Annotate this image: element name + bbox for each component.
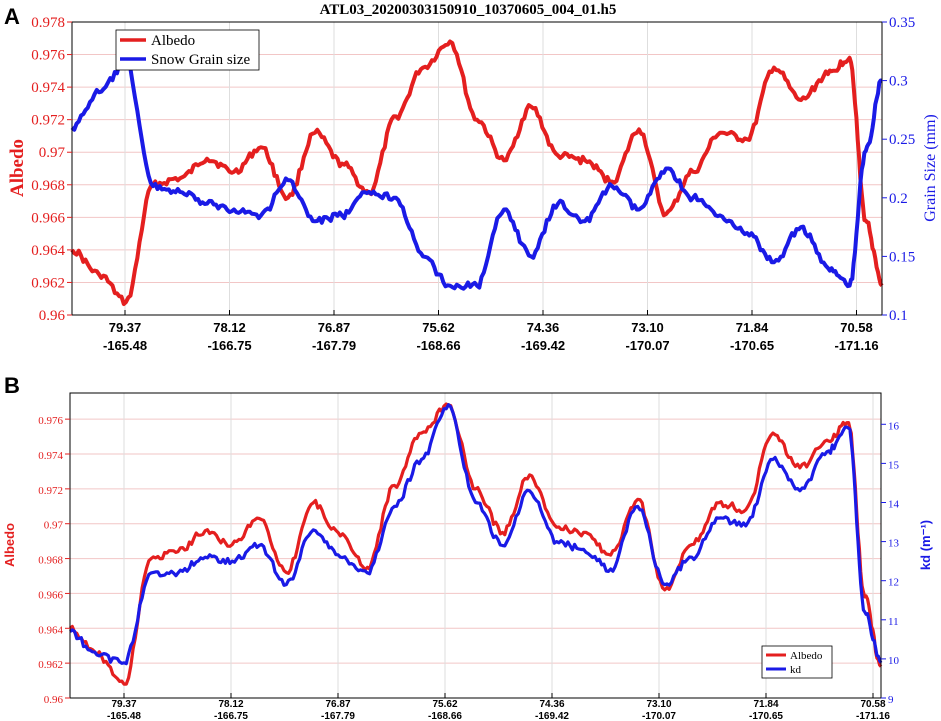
panel-a-left-tick-label: 0.974	[31, 80, 65, 96]
panel-a-x-tick-lon: -168.66	[416, 338, 460, 353]
panel-a-x-tick-lon: -170.07	[625, 338, 669, 353]
panel-b-left-tick-label: 0.96	[44, 694, 64, 706]
panel-b-series	[69, 402, 883, 686]
panel-b-series-kd	[69, 403, 883, 666]
panel-b-right-ticks: 16 15 14 13 12 11 10 9	[881, 420, 900, 706]
panel-a-y-left-label: Albedo	[7, 139, 28, 197]
panel-a-legend: Albedo Snow Grain size	[115, 29, 260, 71]
panel-a-label: A	[4, 4, 20, 29]
panel-a-right-ticks: 0.35 0.3 0.25 0.2 0.15 0.1	[882, 15, 915, 324]
panel-b-legend: Albedo kd	[761, 645, 833, 679]
panel-b-x-tick-lon: -166.75	[214, 711, 248, 721]
panel-b-left-tick-label: 0.976	[38, 415, 63, 427]
panel-a-x-tick-lat: 73.10	[631, 320, 664, 335]
panel-b-x-tick-lat: 73.10	[646, 699, 671, 710]
panel-a-right-tick-label: 0.3	[889, 74, 908, 90]
panel-b-right-tick-label: 11	[888, 616, 899, 628]
panel-a-x-tick-lon: -171.16	[834, 338, 878, 353]
panel-b-x-tick-lat: 75.62	[432, 699, 457, 710]
panel-b-x-tick-lon: -170.07	[642, 711, 676, 721]
panel-b-left-tick-label: 0.972	[38, 485, 63, 497]
panel-b-x-tick-lon: -170.65	[749, 711, 783, 721]
panel-b-left-tick-label: 0.964	[38, 624, 63, 636]
panel-b-x-tick-lat: 78.12	[218, 699, 243, 710]
panel-a-right-tick-label: 0.2	[889, 191, 908, 207]
panel-a-left-ticks: 0.978 0.976 0.974 0.972 0.97 0.968 0.966 0.964 0…	[31, 15, 72, 324]
panel-a-grid	[72, 21, 882, 316]
panel-a-x-ticks: 79.37 -165.48 78.12 -166.75 76.87 -167.79 75.6…	[103, 310, 879, 353]
panel-b-left-tick-label: 0.97	[44, 520, 64, 532]
panel-a-left-tick-label: 0.964	[31, 243, 65, 259]
panel-a-legend-grain: Snow Grain size	[151, 52, 250, 68]
panel-b-x-ticks: 79.37-165.48 78.12-166.75 76.87-167.79 75.6…	[107, 693, 890, 721]
panel-a-x-tick-lon: -169.42	[521, 338, 565, 353]
panel-b-right-tick-label: 12	[888, 577, 899, 589]
chart-title: ATL03_20200303150910_10370605_004_01.h5	[320, 2, 617, 18]
panel-a-left-tick-label: 0.968	[31, 178, 65, 194]
panel-a-left-tick-label: 0.978	[31, 15, 65, 31]
panel-a-right-tick-label: 0.1	[889, 308, 908, 324]
panel-a-series	[70, 39, 884, 307]
panel-a-x-tick-lat: 74.36	[527, 320, 560, 335]
panel-a-x-tick-lat: 78.12	[213, 320, 246, 335]
panel-b-y-left-label: Albedo	[2, 523, 17, 567]
panel-a-left-tick-label: 0.97	[39, 145, 66, 161]
panel-a-left-tick-label: 0.96	[39, 308, 66, 324]
panel-b-left-ticks: 0.976 0.974 0.972 0.97 0.968 0.966 0.964 0.962 0…	[38, 415, 70, 706]
panel-b-right-tick-label: 13	[888, 538, 900, 550]
panel-a-axes-box	[71, 21, 883, 316]
panel-a-right-tick-label: 0.25	[889, 132, 915, 148]
panel-b-legend-kd: kd	[790, 664, 802, 676]
panel-b-y-right-label: kd (m⁻¹)	[918, 520, 933, 570]
panel-a: 0.978 0.976 0.974 0.972 0.97 0.968 0.966 0.964 0…	[7, 15, 939, 353]
panel-a-x-tick-lat: 71.84	[736, 320, 769, 335]
panel-a-left-tick-label: 0.966	[31, 210, 65, 226]
panel-a-x-tick-lat: 79.37	[109, 320, 142, 335]
panel-b-legend-albedo: Albedo	[790, 650, 823, 662]
panel-b-left-tick-label: 0.968	[38, 555, 63, 567]
panel-b-series-albedo	[69, 402, 883, 686]
panel-b-label: B	[4, 373, 20, 398]
panel-a-right-tick-label: 0.15	[889, 249, 915, 265]
panel-a-x-tick-lon: -166.75	[207, 338, 251, 353]
panel-b-x-tick-lon: -165.48	[107, 711, 141, 721]
panel-b: 0.976 0.974 0.972 0.97 0.968 0.966 0.964 0.962 0…	[2, 392, 933, 721]
panel-a-x-tick-lat: 76.87	[318, 320, 351, 335]
panel-a-x-tick-lon: -170.65	[730, 338, 774, 353]
panel-a-x-tick-lon: -165.48	[103, 338, 147, 353]
panel-b-x-tick-lat: 74.36	[539, 699, 564, 710]
panel-b-x-tick-lat: 71.84	[753, 699, 778, 710]
panel-b-right-tick-label: 16	[888, 420, 900, 432]
panel-a-right-tick-label: 0.35	[889, 15, 915, 31]
panel-b-x-tick-lat: 76.87	[325, 699, 350, 710]
panel-a-series-albedo	[70, 39, 884, 307]
panel-b-x-tick-lon: -167.79	[321, 711, 355, 721]
panel-b-right-tick-label: 15	[888, 459, 900, 471]
panel-b-x-tick-lon: -171.16	[856, 711, 890, 721]
panel-a-legend-box	[115, 29, 260, 71]
panel-b-right-tick-label: 10	[888, 655, 900, 667]
panel-a-left-tick-label: 0.976	[31, 48, 65, 64]
panel-a-x-tick-lat: 70.58	[840, 320, 873, 335]
panel-b-x-tick-lon: -169.42	[535, 711, 569, 721]
panel-b-x-tick-lat: 70.58	[860, 699, 885, 710]
panel-a-series-snow-grain-size	[70, 60, 883, 291]
panel-a-left-tick-label: 0.962	[31, 275, 65, 291]
panel-a-left-tick-label: 0.972	[31, 113, 65, 129]
panel-b-x-tick-lon: -168.66	[428, 711, 462, 721]
panel-b-x-tick-lat: 79.37	[111, 699, 136, 710]
panel-a-x-tick-lon: -167.79	[312, 338, 356, 353]
panel-b-right-tick-label: 14	[888, 498, 900, 510]
panel-a-y-right-label: Grain Size (mm)	[922, 114, 939, 222]
panel-a-legend-albedo: Albedo	[151, 33, 195, 49]
panel-b-legend-box	[761, 645, 833, 679]
panel-a-x-tick-lat: 75.62	[422, 320, 455, 335]
panel-b-left-tick-label: 0.974	[38, 450, 63, 462]
panel-b-left-tick-label: 0.962	[38, 659, 63, 671]
panel-b-axes-box	[69, 392, 882, 699]
panel-b-right-tick-label: 9	[888, 694, 894, 706]
panel-b-left-tick-label: 0.966	[38, 589, 63, 601]
